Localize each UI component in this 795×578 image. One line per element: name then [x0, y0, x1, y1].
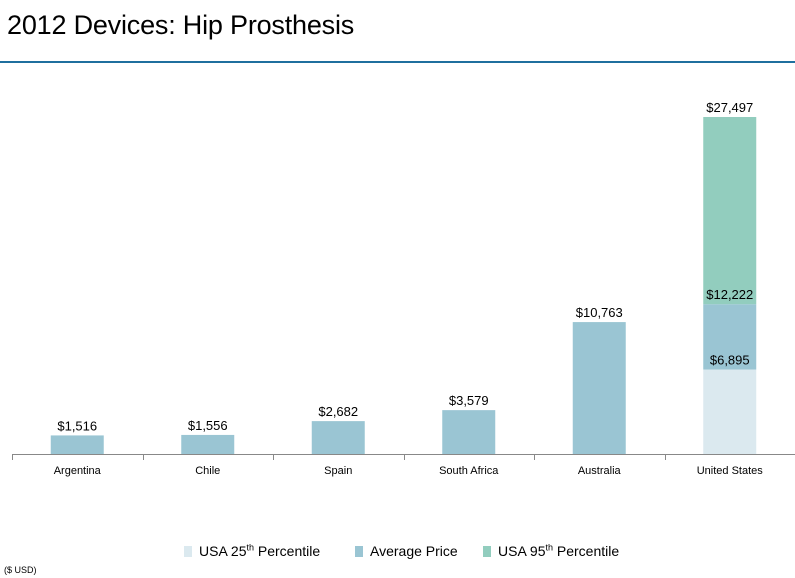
bar-us-average — [703, 304, 757, 370]
x-tick-label: Spain — [324, 465, 352, 477]
x-tick-label: South Africa — [439, 465, 499, 477]
legend-item-p95: USA 95th Percentile — [483, 543, 619, 559]
data-label: $2,682 — [318, 404, 358, 419]
x-tick-label: Australia — [578, 465, 622, 477]
bar-chart: Argentina $1,516 Chile $1,556 Spain $2,682 Sou… — [12, 100, 795, 477]
legend-swatch-p25 — [184, 545, 192, 557]
bar-average-price — [181, 434, 235, 454]
chart-legend: USA 25th Percentile Average Price USA 95… — [0, 543, 795, 563]
bar-average-price — [311, 421, 365, 454]
data-label-us-p25: $6,895 — [710, 352, 750, 367]
legend-swatch-average — [355, 545, 363, 557]
x-tick-label: Chile — [195, 465, 220, 477]
data-label: $1,556 — [188, 418, 228, 433]
data-label: $3,579 — [449, 393, 489, 408]
data-label: $10,763 — [576, 305, 623, 320]
legend-label-p25: USA 25th Percentile — [199, 542, 321, 559]
page-title: 2012 Devices: Hip Prosthesis — [7, 10, 355, 40]
legend-item-average: Average Price — [355, 543, 458, 559]
bar-average-price — [50, 435, 104, 454]
title-divider — [0, 61, 795, 63]
units-note: ($ USD) — [4, 565, 37, 575]
x-tick-label: United States — [697, 465, 764, 477]
x-tick-label: Argentina — [54, 465, 102, 477]
data-label-us-p95: $27,497 — [706, 100, 753, 115]
data-label: $1,516 — [57, 418, 97, 433]
bar-us-p25 — [703, 369, 757, 454]
legend-swatch-p95 — [483, 545, 491, 557]
bar-us-p95 — [703, 117, 757, 305]
legend-label-p95: USA 95th Percentile — [498, 542, 620, 559]
legend-label-average: Average Price — [370, 543, 458, 559]
bar-average-price — [442, 410, 496, 454]
bar-average-price — [572, 322, 626, 454]
legend-item-p25: USA 25th Percentile — [184, 543, 320, 559]
data-label-us-average: $12,222 — [706, 287, 753, 302]
